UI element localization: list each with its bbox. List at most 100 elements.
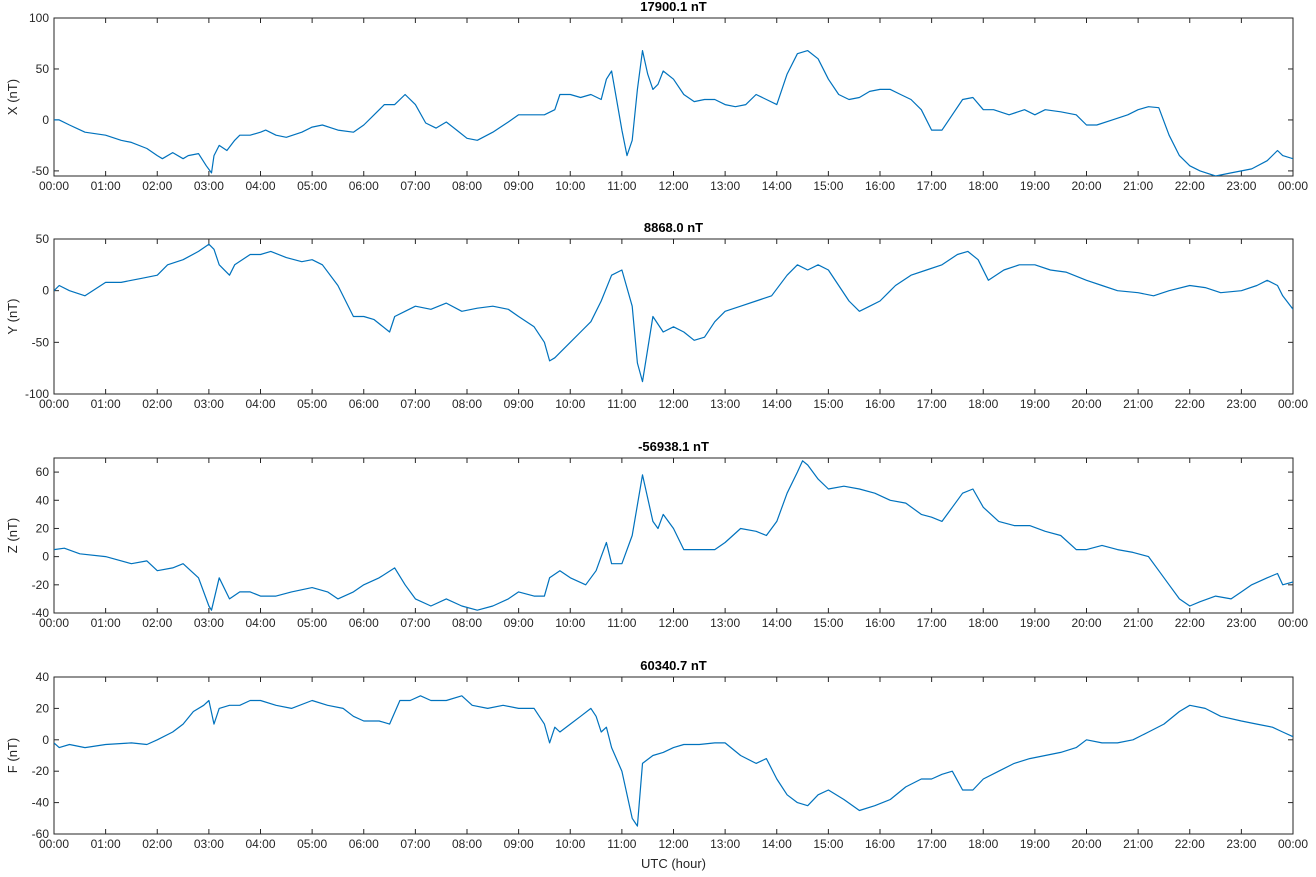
x-tick-label: 18:00 bbox=[968, 397, 998, 411]
y-axis-label: F (nT) bbox=[5, 738, 20, 773]
x-tick-label: 02:00 bbox=[142, 397, 172, 411]
x-tick-label: 19:00 bbox=[1020, 179, 1050, 193]
y-tick-label: 60 bbox=[36, 465, 50, 479]
x-tick-label: 19:00 bbox=[1020, 616, 1050, 630]
x-tick-label: 14:00 bbox=[762, 837, 792, 851]
x-tick-label: 17:00 bbox=[917, 179, 947, 193]
x-tick-label: 04:00 bbox=[245, 837, 275, 851]
x-tick-label: 18:00 bbox=[968, 837, 998, 851]
x-tick-label: 20:00 bbox=[1071, 397, 1101, 411]
x-tick-label: 05:00 bbox=[297, 179, 327, 193]
y-tick-label: -50 bbox=[32, 335, 50, 349]
plot-frame bbox=[53, 17, 1294, 177]
x-tick-label: 13:00 bbox=[710, 397, 740, 411]
x-tick-label: 12:00 bbox=[658, 616, 688, 630]
x-tick-label: 00:00 bbox=[1278, 179, 1308, 193]
series-line bbox=[54, 49, 1293, 176]
x-tick-label: 09:00 bbox=[504, 179, 534, 193]
x-tick-label: 08:00 bbox=[452, 616, 482, 630]
series-line bbox=[54, 460, 1293, 611]
panel-title: 17900.1 nT bbox=[640, 0, 707, 14]
x-tick-label: 03:00 bbox=[194, 837, 224, 851]
x-tick-label: 23:00 bbox=[1226, 179, 1256, 193]
x-tick-label: 17:00 bbox=[917, 837, 947, 851]
x-tick-label: 07:00 bbox=[400, 397, 430, 411]
y-tick-label: -50 bbox=[32, 164, 50, 178]
x-tick-label: 16:00 bbox=[865, 616, 895, 630]
x-tick-label: 22:00 bbox=[1175, 397, 1205, 411]
plot-frame bbox=[53, 676, 1294, 835]
x-tick-label: 09:00 bbox=[504, 616, 534, 630]
x-tick-label: 10:00 bbox=[555, 179, 585, 193]
y-tick-label: 0 bbox=[42, 113, 49, 127]
x-tick-label: 22:00 bbox=[1175, 837, 1205, 851]
x-tick-label: 21:00 bbox=[1123, 837, 1153, 851]
y-tick-label: 40 bbox=[36, 493, 50, 507]
x-tick-label: 15:00 bbox=[813, 616, 843, 630]
x-tick-label: 01:00 bbox=[91, 179, 121, 193]
x-tick-label: 13:00 bbox=[710, 837, 740, 851]
y-tick-label: 100 bbox=[29, 11, 49, 25]
x-tick-label: 11:00 bbox=[607, 616, 636, 630]
panel-title: -56938.1 nT bbox=[638, 439, 709, 454]
x-axis-label: UTC (hour) bbox=[641, 856, 706, 871]
x-tick-label: 01:00 bbox=[91, 837, 121, 851]
x-tick-label: 17:00 bbox=[917, 397, 947, 411]
panel-f: 00:00 01:00 02:00 03:00 04:00 05:00 06:00 07:00… bbox=[5, 658, 1308, 851]
x-tick-label: 21:00 bbox=[1123, 616, 1153, 630]
x-tick-label: 19:00 bbox=[1020, 837, 1050, 851]
plot-frame bbox=[53, 457, 1294, 614]
x-tick-label: 04:00 bbox=[245, 616, 275, 630]
x-tick-label: 07:00 bbox=[400, 179, 430, 193]
x-tick-label: 02:00 bbox=[142, 837, 172, 851]
x-tick-label: 06:00 bbox=[349, 397, 379, 411]
x-tick-label: 21:00 bbox=[1123, 397, 1153, 411]
y-tick-label: 40 bbox=[36, 670, 50, 684]
x-tick-label: 00:00 bbox=[1278, 397, 1308, 411]
x-tick-label: 09:00 bbox=[504, 837, 534, 851]
x-tick-label: 14:00 bbox=[762, 397, 792, 411]
x-tick-label: 20:00 bbox=[1071, 616, 1101, 630]
x-tick-label: 10:00 bbox=[555, 837, 585, 851]
x-tick-label: 06:00 bbox=[349, 616, 379, 630]
y-tick-label: -40 bbox=[32, 606, 50, 620]
x-tick-label: 16:00 bbox=[865, 179, 895, 193]
x-tick-label: 22:00 bbox=[1175, 616, 1205, 630]
x-tick-label: 06:00 bbox=[349, 179, 379, 193]
x-tick-label: 02:00 bbox=[142, 179, 172, 193]
y-axis-label: X (nT) bbox=[5, 79, 20, 115]
x-tick-label: 10:00 bbox=[555, 616, 585, 630]
x-tick-label: 11:00 bbox=[607, 397, 636, 411]
x-tick-label: 03:00 bbox=[194, 179, 224, 193]
y-tick-label: -20 bbox=[32, 764, 50, 778]
x-tick-label: 17:00 bbox=[917, 616, 947, 630]
x-tick-label: 05:00 bbox=[297, 397, 327, 411]
x-tick-label: 20:00 bbox=[1071, 837, 1101, 851]
y-tick-label: 50 bbox=[36, 62, 50, 76]
x-tick-label: 13:00 bbox=[710, 616, 740, 630]
x-tick-label: 23:00 bbox=[1226, 837, 1256, 851]
x-tick-label: 00:00 bbox=[1278, 616, 1308, 630]
x-tick-label: 15:00 bbox=[813, 179, 843, 193]
x-tick-label: 08:00 bbox=[452, 179, 482, 193]
x-tick-label: 14:00 bbox=[762, 179, 792, 193]
x-tick-label: 00:00 bbox=[39, 179, 69, 193]
y-tick-label: 0 bbox=[42, 733, 49, 747]
x-tick-label: 02:00 bbox=[142, 616, 172, 630]
x-tick-label: 13:00 bbox=[710, 179, 740, 193]
x-tick-label: 03:00 bbox=[194, 616, 224, 630]
x-tick-label: 19:00 bbox=[1020, 397, 1050, 411]
series-line bbox=[54, 695, 1293, 827]
x-tick-label: 05:00 bbox=[297, 837, 327, 851]
x-tick-label: 05:00 bbox=[297, 616, 327, 630]
x-tick-label: 20:00 bbox=[1071, 179, 1101, 193]
x-tick-label: 04:00 bbox=[245, 179, 275, 193]
y-tick-label: -100 bbox=[25, 387, 49, 401]
series-line bbox=[54, 243, 1293, 383]
x-tick-label: 16:00 bbox=[865, 837, 895, 851]
x-tick-label: 00:00 bbox=[1278, 837, 1308, 851]
x-tick-label: 09:00 bbox=[504, 397, 534, 411]
y-tick-label: -40 bbox=[32, 796, 50, 810]
